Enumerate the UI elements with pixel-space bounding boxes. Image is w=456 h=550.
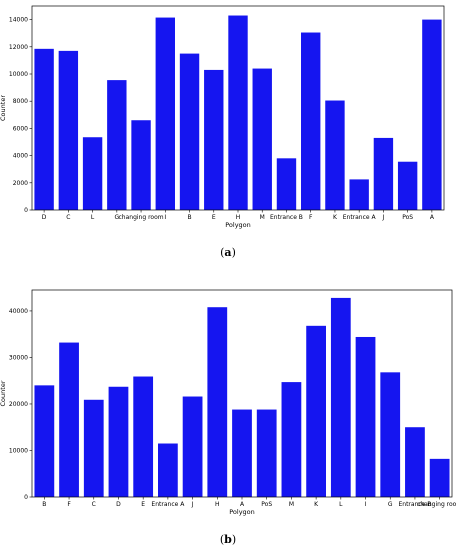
x-tick-label-b-0: B xyxy=(42,501,46,508)
bar-chart-b: B F C D E Entrance A J H A PoS M K L I G Entrance Bchan… xyxy=(0,289,456,516)
bar-a-15 xyxy=(397,161,418,210)
bar-a-11 xyxy=(301,32,321,210)
bar-b-4 xyxy=(133,376,154,497)
x-tick-label-b-14: G xyxy=(388,501,393,508)
chart-caption-b: (b) xyxy=(219,533,237,546)
x-tick-label-b-3: D xyxy=(116,501,121,508)
y-axis-label-b: Counter xyxy=(0,380,7,406)
chart-caption-a: (a) xyxy=(220,246,236,259)
bar-a-7 xyxy=(204,69,224,210)
bar-a-8 xyxy=(228,15,248,210)
x-tick-label-a-2: L xyxy=(91,214,95,221)
bar-a-2 xyxy=(82,137,103,210)
bar-b-11 xyxy=(306,325,326,497)
x-tick-label-b-1: F xyxy=(67,501,71,508)
y-tick-label-a-7: 14000 xyxy=(9,17,28,24)
y-tick-label-a-4: 8000 xyxy=(13,98,28,105)
bar-a-1 xyxy=(58,50,79,210)
x-axis-label-b: Polygon xyxy=(229,508,255,516)
y-tick-label-b-3: 30000 xyxy=(9,354,28,361)
bar-b-6 xyxy=(182,396,203,497)
x-tick-label-b-6: J xyxy=(191,501,194,508)
x-tick-label-a-6: B xyxy=(187,214,191,221)
x-tick-label-a-15: PoS xyxy=(402,214,413,221)
x-tick-label-a-9: M xyxy=(260,214,265,221)
x-tick-label-b-12: L xyxy=(339,501,343,508)
bar-a-0 xyxy=(34,48,54,211)
x-tick-label-a-14: J xyxy=(382,214,385,221)
x-tick-label-a-4: changing room xyxy=(119,214,164,221)
bar-b-0 xyxy=(34,385,55,497)
bar-b-1 xyxy=(59,342,79,497)
y-tick-label-a-6: 12000 xyxy=(9,44,28,51)
bar-a-10 xyxy=(276,158,297,210)
x-tick-label-a-16: A xyxy=(430,214,435,221)
bar-b-2 xyxy=(83,399,104,497)
x-tick-label-b-8: A xyxy=(240,501,245,508)
x-tick-label-b-9: PoS xyxy=(261,501,272,508)
bar-a-6 xyxy=(179,53,200,210)
x-tick-label-b-13: I xyxy=(365,501,367,508)
bar-b-3 xyxy=(108,386,129,497)
x-tick-label-b-2: C xyxy=(92,501,96,508)
bar-b-14 xyxy=(380,372,401,497)
x-tick-label-a-10: Entrance B xyxy=(270,214,303,221)
bar-b-16 xyxy=(429,458,450,497)
y-tick-label-a-0: 0 xyxy=(24,207,28,214)
y-tick-label-a-2: 4000 xyxy=(13,153,28,160)
x-tick-label-b-5: Entrance A xyxy=(151,501,185,508)
y-tick-label-b-1: 10000 xyxy=(9,447,28,454)
x-axis-label-a: Polygon xyxy=(225,221,251,229)
x-tick-label-b-16: changing room xyxy=(417,501,456,508)
bar-b-8 xyxy=(232,409,252,497)
x-tick-label-a-1: C xyxy=(66,214,70,221)
x-tick-label-a-11: F xyxy=(309,214,313,221)
y-tick-label-a-3: 6000 xyxy=(13,125,28,132)
plot-frame-a xyxy=(31,5,445,211)
bar-b-12 xyxy=(330,297,351,497)
bar-a-3 xyxy=(107,80,127,211)
y-tick-label-b-0: 0 xyxy=(24,494,28,501)
y-tick-label-b-4: 40000 xyxy=(9,308,28,315)
bar-a-9 xyxy=(252,68,272,210)
bar-a-4 xyxy=(131,120,151,210)
y-tick-label-a-5: 10000 xyxy=(9,71,28,78)
x-tick-label-b-7: H xyxy=(215,501,220,508)
x-tick-label-a-13: Entrance A xyxy=(343,214,377,221)
x-tick-label-a-3: G xyxy=(114,214,119,221)
bar-b-7 xyxy=(207,307,228,497)
bar-a-16 xyxy=(422,19,442,210)
x-tick-label-b-10: M xyxy=(289,501,294,508)
x-tick-label-b-4: E xyxy=(141,501,145,508)
x-tick-label-b-15: Entrance B xyxy=(398,501,431,508)
x-tick-label-a-0: D xyxy=(42,214,47,221)
y-tick-label-a-1: 2000 xyxy=(13,180,28,187)
x-tick-label-b-11: K xyxy=(314,501,319,508)
bar-a-14 xyxy=(373,137,394,210)
bar-a-13 xyxy=(349,179,369,210)
bar-b-10 xyxy=(281,382,302,497)
bar-b-5 xyxy=(158,443,178,497)
x-tick-label-a-8: H xyxy=(236,214,241,221)
bar-b-15 xyxy=(405,427,425,497)
y-axis-label-a: Counter xyxy=(0,95,7,121)
x-tick-label-a-7: E xyxy=(212,214,216,221)
y-tick-label-b-2: 20000 xyxy=(9,401,28,408)
bar-a-12 xyxy=(325,100,345,210)
bar-b-13 xyxy=(355,336,376,497)
x-tick-label-a-12: K xyxy=(333,214,338,221)
bar-b-9 xyxy=(256,409,277,497)
bar-a-5 xyxy=(155,17,175,211)
x-tick-label-a-5: I xyxy=(164,214,166,221)
plot-frame-b xyxy=(31,289,453,498)
